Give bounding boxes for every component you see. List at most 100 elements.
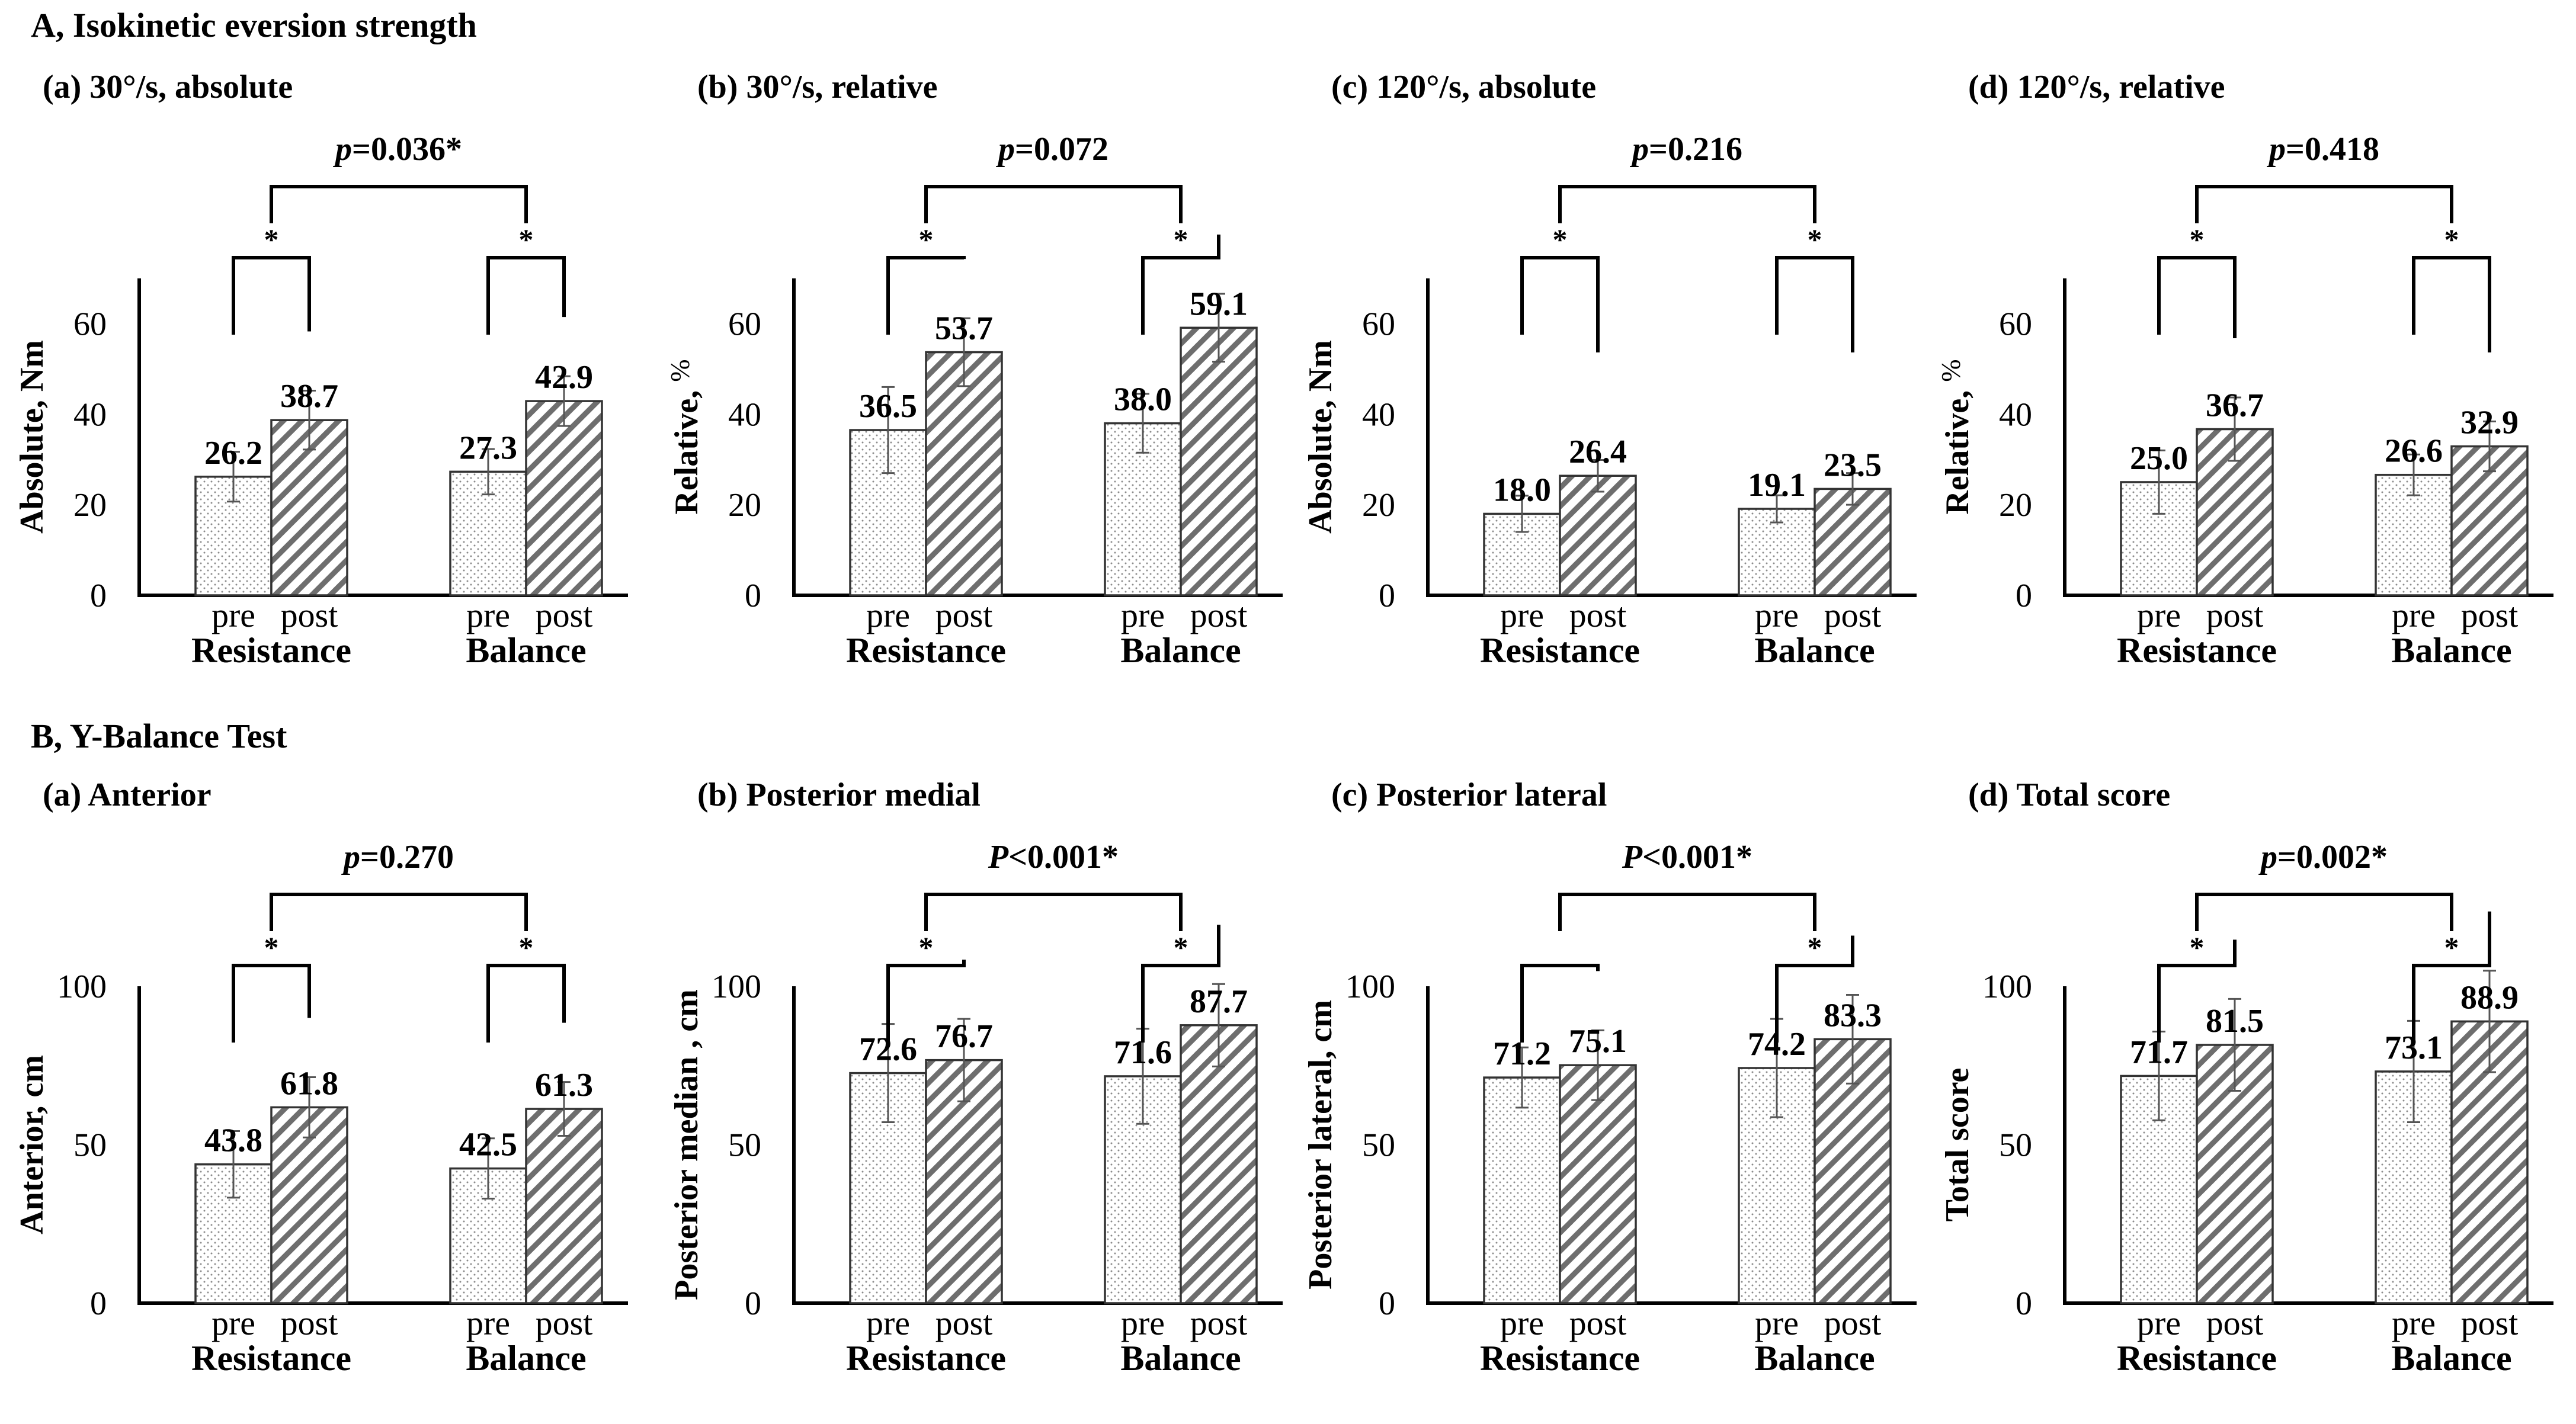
panel-title: (d) 120°/s, relative — [1968, 69, 2225, 105]
y-axis-label: Absolute, Nm — [1302, 340, 1339, 534]
significance-star: * — [2190, 223, 2205, 256]
panel-title: (b) 30°/s, relative — [697, 69, 938, 105]
data-label: 38.0 — [1114, 381, 1172, 418]
significance-star: * — [1553, 223, 1568, 256]
y-axis-label: Relative, % — [1936, 359, 1976, 514]
group-label: Balance — [466, 1339, 586, 1378]
y-tick-label: 0 — [90, 1285, 107, 1322]
within-group-bracket — [1520, 964, 1600, 1043]
panel-title: (c) Posterior lateral — [1331, 777, 1607, 813]
x-tick-label: pre — [2137, 596, 2181, 634]
data-label: 38.7 — [280, 378, 338, 415]
data-label: 26.2 — [204, 435, 262, 472]
data-label: 83.3 — [1824, 997, 1882, 1034]
data-label: 36.7 — [2206, 387, 2264, 424]
significance-star: * — [264, 931, 279, 964]
y-tick-label: 0 — [2016, 1285, 2032, 1322]
within-group-bracket — [2157, 256, 2237, 339]
y-tick-label: 0 — [745, 1285, 761, 1322]
x-tick-label: pre — [2137, 1304, 2181, 1342]
within-group-bracket — [886, 960, 966, 1043]
bar-post — [1559, 474, 1637, 596]
group-label: Balance — [2391, 631, 2511, 670]
group-label: Balance — [1754, 631, 1875, 670]
y-axis-label: Posterior median , cm — [668, 989, 705, 1300]
significance-star: * — [1174, 931, 1188, 964]
x-tick-label: pre — [1500, 596, 1544, 634]
significance-star: * — [1808, 223, 1822, 256]
x-tick-label: post — [1190, 1304, 1248, 1342]
x-tick-label: pre — [212, 596, 255, 634]
p-value-label: p=0.216 — [1630, 131, 1742, 168]
between-group-bracket — [270, 185, 528, 223]
group-label: Resistance — [2117, 631, 2277, 670]
chart-panel: (d) 120°/s, relative 0 20 40 60 Relative, % 25… — [1936, 69, 2553, 670]
data-label: 53.7 — [935, 310, 993, 347]
data-label: 26.4 — [1569, 434, 1627, 470]
bar-pre — [1483, 1076, 1561, 1304]
group-label: Balance — [1754, 1339, 1875, 1378]
within-group-bracket — [486, 964, 566, 1043]
x-tick-label: post — [1824, 1304, 1882, 1342]
within-group-bracket — [2412, 911, 2491, 1043]
panel-title: (b) Posterior medial — [697, 777, 981, 813]
y-tick-label: 50 — [1362, 1127, 1395, 1164]
data-label: 32.9 — [2460, 405, 2519, 441]
group-label: Resistance — [2117, 1339, 2277, 1378]
bar-pre — [1104, 422, 1182, 596]
data-label: 25.0 — [2130, 440, 2188, 477]
x-tick-label: pre — [1755, 1304, 1799, 1342]
significance-star: * — [2444, 223, 2459, 256]
group-label: Balance — [1120, 631, 1241, 670]
y-tick-label: 0 — [2016, 578, 2032, 614]
chart-panel: (b) 30°/s, relative 0 20 40 60 Relative, % 36.… — [665, 69, 1283, 670]
within-group-bracket — [232, 256, 311, 335]
y-axis-label: Absolute, Nm — [14, 340, 50, 534]
significance-star: * — [1808, 931, 1822, 964]
x-tick-label: pre — [466, 1304, 510, 1342]
within-group-bracket — [1775, 256, 1854, 352]
significance-star: * — [919, 931, 934, 964]
group-label: Resistance — [191, 631, 351, 670]
group-label: Balance — [2391, 1339, 2511, 1378]
within-group-bracket — [232, 964, 311, 1043]
y-tick-label: 0 — [1379, 1285, 1395, 1322]
y-tick-label: 0 — [1379, 578, 1395, 614]
data-label: 27.3 — [459, 429, 517, 466]
x-tick-label: pre — [466, 596, 510, 634]
bar-post — [1180, 326, 1258, 596]
x-tick-label: post — [935, 596, 993, 634]
between-group-bracket — [2195, 893, 2453, 931]
y-tick-label: 0 — [745, 578, 761, 614]
group-label: Resistance — [1480, 1339, 1640, 1378]
data-label: 76.7 — [935, 1018, 993, 1055]
x-tick-label: post — [1569, 1304, 1627, 1342]
within-group-bracket — [886, 256, 966, 335]
y-tick-label: 40 — [73, 396, 107, 433]
group-label: Resistance — [1480, 631, 1640, 670]
x-tick-label: post — [536, 1304, 593, 1342]
data-label: 36.5 — [859, 388, 917, 425]
data-label: 61.8 — [280, 1065, 338, 1102]
group-label: Resistance — [846, 1339, 1006, 1378]
between-group-bracket — [2195, 185, 2453, 223]
between-group-bracket — [1558, 893, 1816, 931]
x-tick-label: pre — [212, 1304, 255, 1342]
group-label: Resistance — [191, 1339, 351, 1378]
data-label: 42.9 — [535, 359, 593, 396]
within-group-bracket — [1775, 935, 1854, 1043]
y-axis-label: Posterior lateral, cm — [1302, 1000, 1339, 1290]
y-tick-label: 0 — [90, 578, 107, 614]
significance-star: * — [519, 223, 534, 256]
within-group-bracket — [2157, 939, 2237, 1043]
y-tick-label: 20 — [1362, 487, 1395, 524]
significance-star: * — [1174, 223, 1188, 256]
x-tick-label: pre — [2392, 1304, 2436, 1342]
x-tick-label: pre — [1121, 1304, 1165, 1342]
bar-post — [525, 1108, 603, 1304]
data-label: 19.1 — [1748, 467, 1806, 503]
group-label: Balance — [466, 631, 586, 670]
y-tick-label: 100 — [1982, 968, 2032, 1005]
panels: (a) 30°/s, absolute 0 20 40 60 Absolute, Nm 26… — [14, 69, 2553, 1378]
